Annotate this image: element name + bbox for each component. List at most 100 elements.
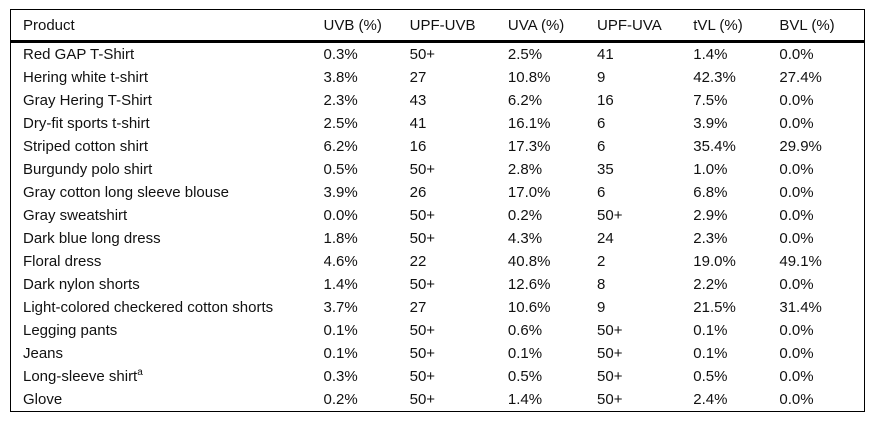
upf-uva-cell: 9 xyxy=(597,299,606,316)
upf-uvb-cell: 22 xyxy=(409,253,427,270)
uv-protection-table: Product UVB (%) UPF-UVB UVA (%) UPF-UVA … xyxy=(10,9,865,412)
upf-uva-cell: 50+ xyxy=(597,368,623,385)
tvl-cell: 0.5% xyxy=(693,368,728,385)
upf-uvb-cell: 27 xyxy=(409,69,427,86)
uva-cell: 6.2% xyxy=(507,92,543,109)
upf-uva-cell: 2 xyxy=(597,253,606,270)
upf-uvb-cell: 41 xyxy=(409,115,427,132)
product-cell: Light-colored checkered cotton shorts xyxy=(11,296,324,319)
table-row: Long-sleeve shirta 0.3% 50+ 0.5% 50+ 0.5% 0.0% xyxy=(11,365,865,388)
upf-uvb-cell: 27 xyxy=(409,299,427,316)
bvl-cell: 0.0% xyxy=(779,368,814,385)
product-name: Dry-fit sports t-shirt xyxy=(23,115,150,132)
tvl-cell: 19.0% xyxy=(693,253,736,270)
upf-uva-cell: 9 xyxy=(597,69,606,86)
product-name: Gray cotton long sleeve blouse xyxy=(23,184,229,201)
upf-uvb-cell: 50+ xyxy=(409,46,436,63)
upf-uva-cell: 8 xyxy=(597,276,606,293)
uvb-cell: 0.3% xyxy=(323,46,358,63)
bvl-cell: 0.0% xyxy=(779,345,814,362)
table-row: Dark nylon shorts 1.4% 50+ 12.6% 8 2.2% 0.0% xyxy=(11,273,865,296)
product-name: Legging pants xyxy=(23,322,118,339)
table-row: Red GAP T-Shirt 0.3% 50+ 2.5% 41 1.4% 0.0% xyxy=(11,42,865,67)
table-row: Burgundy polo shirt 0.5% 50+ 2.8% 35 1.0% 0.0% xyxy=(11,158,865,181)
tvl-cell: 3.9% xyxy=(693,115,728,132)
product-cell: Legging pants xyxy=(11,319,324,342)
uvb-cell: 0.3% xyxy=(323,368,358,385)
table-row: Floral dress 4.6% 22 40.8% 2 19.0% 49.1% xyxy=(11,250,865,273)
product-name: Light-colored checkered cotton shorts xyxy=(23,299,274,316)
uva-cell: 40.8% xyxy=(507,253,551,270)
product-name: Red GAP T-Shirt xyxy=(23,46,135,63)
bvl-cell: 49.1% xyxy=(779,253,822,270)
upf-uvb-cell: 50+ xyxy=(409,322,436,339)
column-header-bvl: BVL (%) xyxy=(779,9,865,43)
bvl-cell: 0.0% xyxy=(779,184,814,201)
product-cell: Striped cotton shirt xyxy=(11,135,324,158)
product-cell: Dry-fit sports t-shirt xyxy=(11,112,324,135)
column-header-uvb: UVB (%) xyxy=(323,9,410,43)
bvl-cell: 29.9% xyxy=(779,138,822,155)
table-row: Legging pants 0.1% 50+ 0.6% 50+ 0.1% 0.0% xyxy=(11,319,865,342)
uva-cell: 10.6% xyxy=(507,299,551,316)
uvb-cell: 0.1% xyxy=(323,322,358,339)
tvl-cell: 21.5% xyxy=(693,299,736,316)
product-name: Jeans xyxy=(23,345,64,362)
table-row: Dry-fit sports t-shirt 2.5% 41 16.1% 6 3.9% 0.… xyxy=(11,112,865,135)
bvl-cell: 0.0% xyxy=(779,46,814,63)
uva-cell: 17.3% xyxy=(507,138,551,155)
product-cell: Dark nylon shorts xyxy=(11,273,324,296)
product-cell: Gray Hering T-Shirt xyxy=(11,89,324,112)
upf-uva-cell: 50+ xyxy=(597,322,623,339)
table-row: Dark blue long dress 1.8% 50+ 4.3% 24 2.3% 0.0… xyxy=(11,227,865,250)
uvb-cell: 0.2% xyxy=(323,391,358,408)
tvl-cell: 0.1% xyxy=(693,345,728,362)
uvb-cell: 2.3% xyxy=(323,92,358,109)
tvl-cell: 35.4% xyxy=(693,138,736,155)
upf-uva-cell: 41 xyxy=(597,46,614,63)
uvb-cell: 6.2% xyxy=(323,138,358,155)
product-name: Gray Hering T-Shirt xyxy=(23,92,152,109)
uva-cell: 0.5% xyxy=(507,368,543,385)
bvl-cell: 0.0% xyxy=(779,115,814,132)
product-cell: Glove xyxy=(11,388,324,412)
tvl-cell: 1.0% xyxy=(693,161,728,178)
uvb-cell: 0.5% xyxy=(323,161,358,178)
uva-cell: 4.3% xyxy=(507,230,543,247)
tvl-cell: 0.1% xyxy=(693,322,728,339)
table-row: Glove 0.2% 50+ 1.4% 50+ 2.4% 0.0% xyxy=(11,388,865,412)
tvl-cell: 1.4% xyxy=(693,46,728,63)
bvl-cell: 31.4% xyxy=(779,299,822,316)
uva-cell: 17.0% xyxy=(507,184,551,201)
column-header-upf-uvb: UPF-UVB xyxy=(409,9,508,43)
bvl-cell: 0.0% xyxy=(779,276,814,293)
uvb-cell: 1.4% xyxy=(323,276,358,293)
column-header-product: Product xyxy=(10,9,324,43)
upf-uva-cell: 6 xyxy=(597,184,606,201)
product-name: Dark nylon shorts xyxy=(23,276,140,293)
product-cell: Burgundy polo shirt xyxy=(11,158,324,181)
upf-uvb-cell: 50+ xyxy=(409,368,436,385)
product-cell: Floral dress xyxy=(11,250,324,273)
upf-uvb-cell: 43 xyxy=(409,92,427,109)
product-name: Hering white t-shirt xyxy=(23,69,149,86)
uvb-cell: 2.5% xyxy=(323,115,358,132)
bvl-cell: 0.0% xyxy=(779,391,814,408)
upf-uvb-cell: 50+ xyxy=(409,207,436,224)
product-name: Floral dress xyxy=(23,253,102,270)
product-name: Glove xyxy=(23,391,63,408)
uva-cell: 2.8% xyxy=(507,161,543,178)
upf-uva-cell: 24 xyxy=(597,230,614,247)
upf-uvb-cell: 26 xyxy=(409,184,427,201)
table-body: Red GAP T-Shirt 0.3% 50+ 2.5% 41 1.4% 0.0% Heri… xyxy=(11,42,865,412)
upf-uvb-cell: 50+ xyxy=(409,276,436,293)
table-row: Striped cotton shirt 6.2% 16 17.3% 6 35.4% 29.… xyxy=(11,135,865,158)
upf-uvb-cell: 50+ xyxy=(409,230,436,247)
product-name: Dark blue long dress xyxy=(23,230,161,247)
upf-uvb-cell: 50+ xyxy=(409,161,436,178)
upf-uva-cell: 16 xyxy=(597,92,614,109)
uvb-cell: 4.6% xyxy=(323,253,358,270)
bvl-cell: 0.0% xyxy=(779,92,814,109)
tvl-cell: 2.2% xyxy=(693,276,728,293)
uva-cell: 1.4% xyxy=(507,391,543,408)
